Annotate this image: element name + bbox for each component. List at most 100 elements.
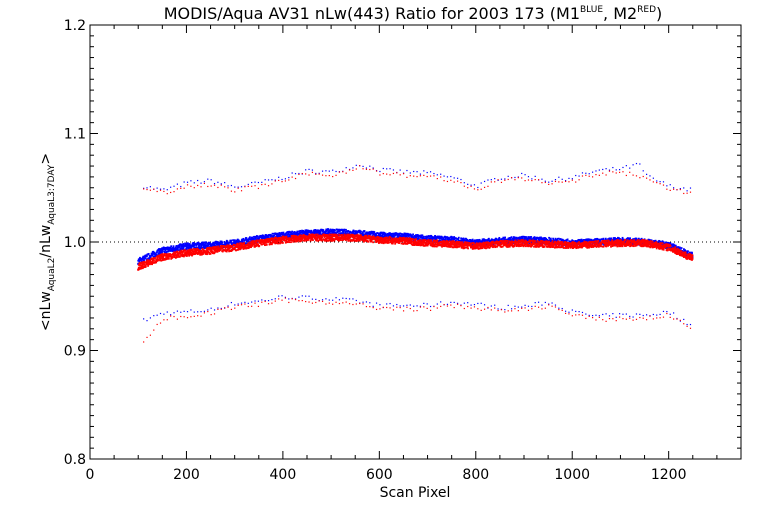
lower-band-point — [308, 295, 310, 297]
mean-point — [163, 251, 166, 254]
mean-point — [211, 252, 214, 254]
lower-band-point — [338, 302, 341, 305]
upper-band-point — [460, 182, 462, 184]
mean-point — [270, 234, 273, 237]
lower-band-point — [646, 319, 648, 321]
upper-band-point — [679, 188, 681, 191]
upper-band-point — [399, 174, 401, 176]
mean-point — [157, 252, 160, 254]
mean-point — [323, 231, 326, 233]
upper-band-point — [652, 181, 654, 183]
mean-point — [209, 253, 212, 255]
mean-point — [327, 234, 330, 237]
mean-point — [324, 235, 327, 237]
mean-point — [612, 237, 615, 239]
lower-band-point — [618, 316, 621, 318]
mean-point — [341, 229, 344, 231]
lower-band-point — [510, 308, 513, 310]
lower-band-point — [578, 311, 580, 313]
mean-point — [282, 231, 285, 234]
mean-point — [574, 240, 577, 242]
upper-band-point — [173, 191, 175, 193]
lower-band-point — [416, 305, 418, 307]
upper-band-point — [659, 181, 661, 183]
mean-point — [504, 238, 506, 241]
mean-point — [512, 238, 515, 241]
mean-point — [279, 234, 282, 237]
mean-point — [404, 233, 407, 236]
lower-band-point — [244, 303, 246, 305]
upper-band-point — [264, 179, 266, 181]
lower-band-point — [534, 305, 536, 307]
mean-point — [141, 261, 144, 264]
mean-point — [386, 242, 389, 244]
mean-point — [609, 240, 612, 243]
mean-point — [376, 232, 379, 235]
upper-band-point — [332, 175, 334, 178]
mean-point — [233, 239, 236, 242]
mean-point — [162, 256, 165, 259]
mean-point — [161, 259, 164, 262]
mean-point — [347, 236, 350, 239]
mean-point — [588, 238, 591, 241]
upper-band-point — [622, 171, 624, 173]
mean-point — [195, 247, 197, 250]
mean-point — [372, 241, 375, 244]
mean-point — [310, 238, 313, 241]
upper-band-point — [534, 179, 536, 181]
mean-point — [599, 239, 601, 242]
mean-point — [360, 234, 362, 237]
mean-point — [608, 237, 611, 240]
mean-point — [188, 243, 191, 245]
lower-band-point — [325, 303, 327, 305]
upper-band-point — [159, 189, 162, 191]
lower-band-point — [514, 305, 516, 307]
lower-band-point — [315, 301, 317, 304]
mean-point — [384, 241, 387, 244]
lower-band-point — [389, 302, 391, 305]
mean-point — [292, 238, 295, 241]
upper-band-point — [386, 173, 388, 175]
lower-band-point — [581, 314, 584, 316]
lower-band-point — [291, 298, 293, 300]
mean-point — [294, 232, 297, 235]
upper-band-point — [521, 172, 523, 175]
lower-band-point — [453, 306, 455, 309]
mean-point — [191, 250, 194, 253]
lower-band-point — [156, 323, 158, 326]
mean-point — [559, 238, 562, 240]
mean-point — [315, 239, 318, 242]
mean-point — [174, 256, 177, 259]
mean-point — [268, 243, 271, 246]
upper-band-point — [372, 168, 374, 170]
upper-band-point — [271, 183, 273, 185]
mean-point — [299, 229, 302, 232]
mean-point — [308, 237, 310, 240]
mean-point — [229, 239, 232, 242]
lower-band-point — [521, 306, 523, 308]
mean-point — [424, 235, 427, 238]
mean-point — [207, 244, 210, 247]
lower-band-point — [305, 295, 307, 297]
mean-point — [171, 256, 174, 259]
upper-band-point — [612, 166, 614, 169]
mean-point — [235, 242, 237, 245]
upper-band-point — [622, 166, 624, 169]
lower-band-point — [598, 316, 600, 318]
upper-band-point — [568, 177, 570, 179]
upper-band-point — [585, 174, 587, 176]
mean-point — [389, 236, 391, 238]
mean-point — [192, 251, 195, 254]
mean-point — [188, 251, 191, 254]
mean-point — [198, 244, 200, 247]
mean-point — [318, 237, 321, 240]
mean-point — [405, 235, 408, 238]
upper-band-point — [409, 172, 411, 174]
mean-point — [283, 234, 285, 237]
mean-point — [257, 243, 259, 246]
mean-point — [457, 236, 460, 239]
lower-band-point — [433, 305, 435, 308]
mean-point — [618, 237, 620, 240]
lower-band-point — [602, 313, 604, 316]
mean-point — [398, 234, 401, 237]
